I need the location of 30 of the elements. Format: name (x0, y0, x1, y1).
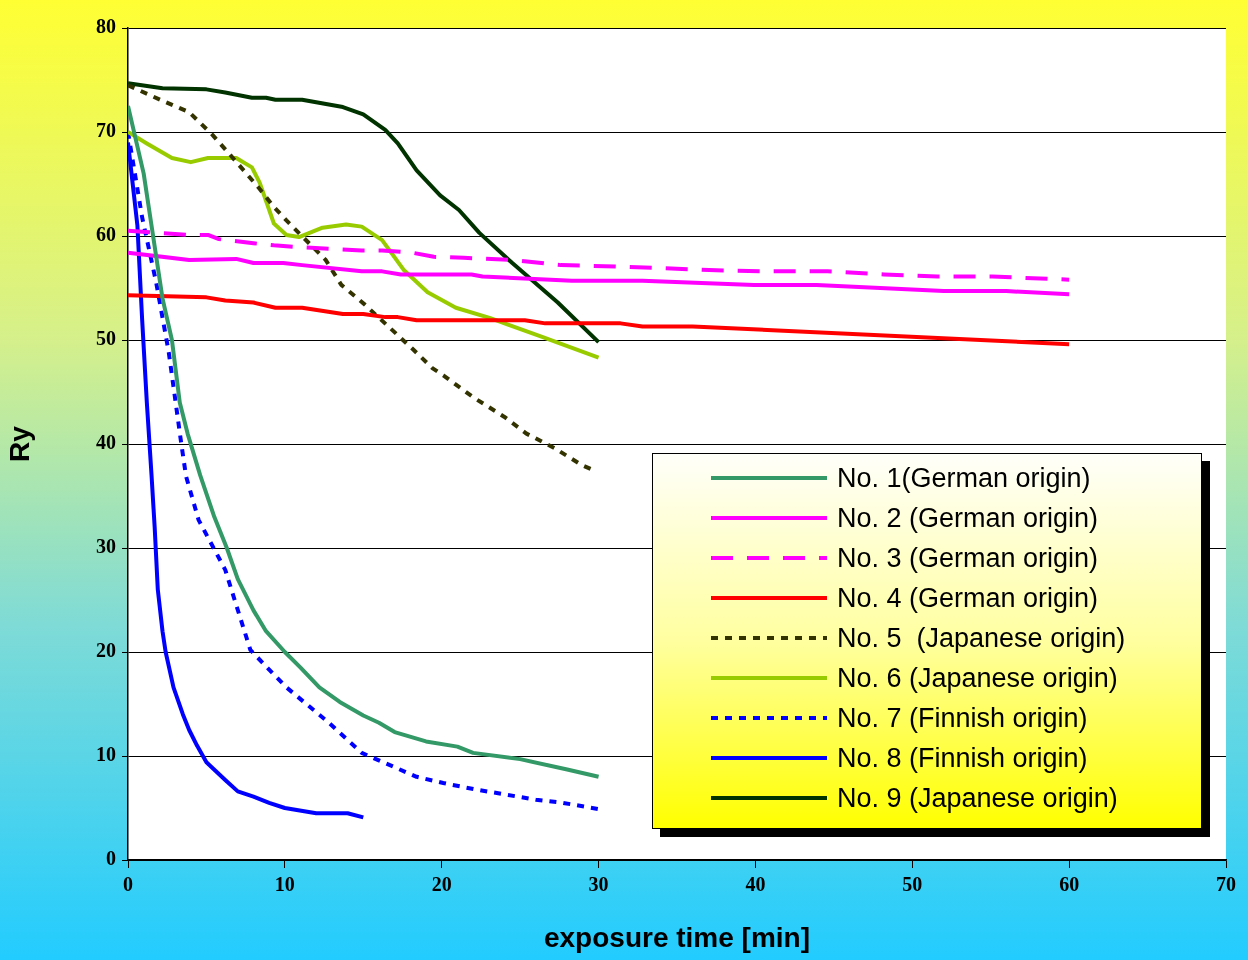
legend-label: No. 1(German origin) (837, 462, 1091, 494)
legend-label: No. 3 (German origin) (837, 542, 1099, 574)
x-tick-label: 30 (588, 873, 609, 896)
x-tick-label: 70 (1216, 873, 1236, 896)
legend-label: No. 9 (Japanese origin) (837, 782, 1118, 814)
legend-label: No. 8 (Finnish origin) (837, 742, 1088, 774)
x-tick-label: 20 (431, 873, 452, 896)
y-tick-label: 80 (96, 15, 116, 38)
x-tick-label: 0 (123, 873, 133, 896)
legend-label: No. 4 (German origin) (837, 582, 1099, 614)
y-tick-label: 0 (106, 847, 116, 870)
y-tick-label: 50 (96, 327, 116, 350)
legend-label: No. 5 (Japanese origin) (837, 622, 1126, 654)
y-axis-title: Ry (3, 425, 35, 462)
y-tick-label: 40 (96, 431, 116, 454)
x-tick-label: 50 (902, 873, 923, 896)
legend-label: No. 7 (Finnish origin) (837, 702, 1088, 734)
y-tick-label: 60 (96, 223, 116, 246)
line-series (128, 83, 593, 471)
y-tick-label: 30 (96, 535, 116, 558)
y-tick-label: 70 (96, 119, 116, 142)
legend-label: No. 6 (Japanese origin) (837, 662, 1118, 694)
x-tick-label: 40 (745, 873, 766, 896)
y-tick-label: 10 (96, 743, 116, 766)
x-axis-title: exposure time [min] (543, 921, 811, 953)
x-tick-label: 60 (1059, 873, 1080, 896)
line-series (128, 228, 1072, 282)
x-tick-label: 10 (274, 873, 295, 896)
y-tick-label: 20 (96, 639, 116, 662)
legend-label: No. 2 (German origin) (837, 502, 1099, 534)
